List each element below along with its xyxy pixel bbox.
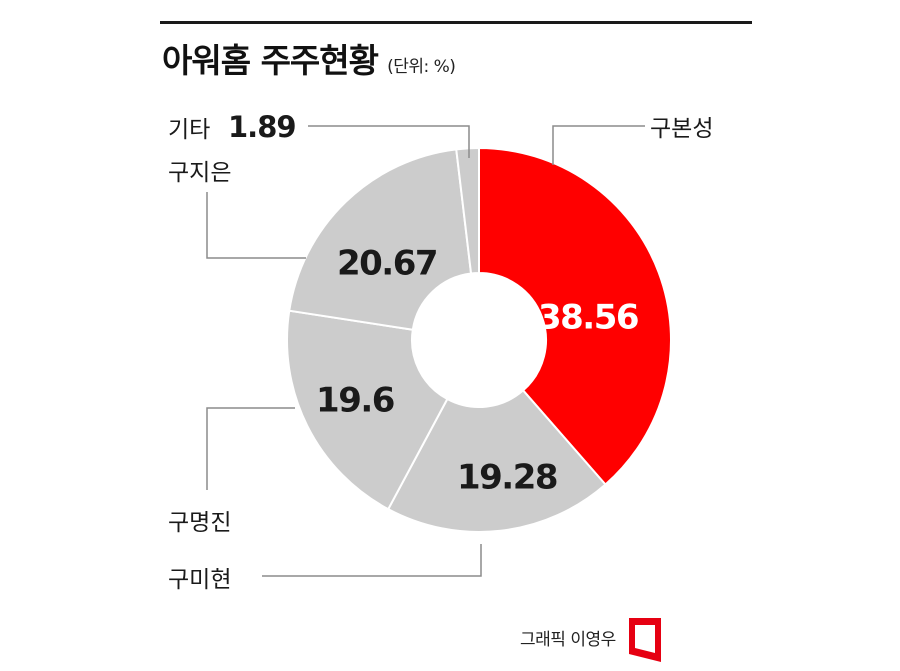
value-label-2: 19.6 bbox=[316, 381, 394, 421]
label-name-gubonseong: 구본성 bbox=[650, 116, 713, 142]
slice-4 bbox=[455, 146, 480, 275]
slice-1 bbox=[386, 389, 607, 533]
chart-header: 아워홈 주주현황 (단위: %) bbox=[162, 34, 456, 82]
slice-2 bbox=[286, 309, 449, 511]
slices-group bbox=[286, 146, 672, 533]
newspaper-logo-icon bbox=[629, 618, 661, 662]
value-label-3: 20.67 bbox=[337, 244, 437, 284]
label-name-gumihyeon: 구미현 bbox=[168, 567, 231, 593]
chart-unit: (단위: %) bbox=[387, 57, 456, 77]
leader-line-gumihyeon bbox=[262, 544, 482, 577]
top-rule bbox=[160, 21, 752, 24]
slice-3 bbox=[288, 148, 473, 331]
leader-line-other bbox=[308, 125, 470, 158]
chart-title: 아워홈 주주현황 bbox=[162, 41, 379, 80]
label-name-other: 기타 bbox=[168, 117, 210, 143]
leader-line-gujieun bbox=[206, 192, 306, 259]
label-value-other: 1.89 bbox=[228, 110, 296, 144]
value-label-1: 19.28 bbox=[457, 458, 557, 498]
leader-lines bbox=[206, 125, 645, 577]
label-name-gumyeongjin: 구명진 bbox=[168, 510, 231, 536]
slice-0 bbox=[478, 146, 672, 486]
leader-line-gubonseong bbox=[552, 125, 645, 165]
value-labels: 38.56 19.28 19.6 20.67 bbox=[316, 244, 639, 498]
leader-line-gumyeongjin bbox=[206, 407, 295, 490]
graphic-credit: 그래픽 이영우 bbox=[520, 630, 616, 650]
value-label-0: 38.56 bbox=[538, 298, 638, 338]
label-name-gujieun: 구지은 bbox=[168, 160, 231, 186]
name-labels: 구본성 구미현 구명진 구지은 기타 1.89 bbox=[168, 110, 713, 593]
